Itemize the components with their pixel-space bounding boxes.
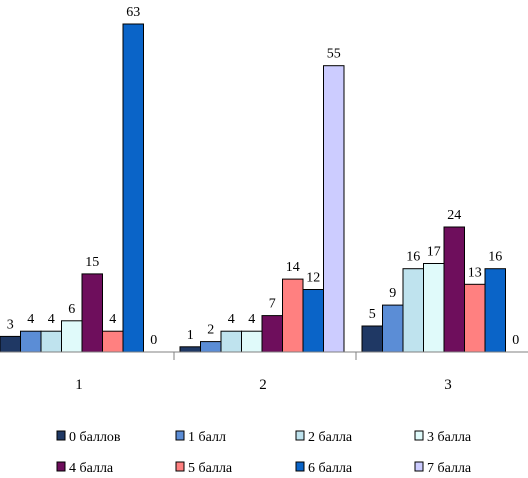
bar-series-3-cat-2 (241, 330, 263, 353)
data-label-series-6-cat-3: 16 (488, 250, 502, 265)
bar-series-4-cat-3 (443, 226, 465, 353)
data-label-series-5-cat-3: 13 (468, 265, 482, 280)
bar-series-4-cat-1 (81, 273, 103, 353)
x-axis-tick-labels: 1 2 3 (75, 377, 452, 393)
bar-series-6-cat-2 (302, 289, 324, 353)
legend-label-1: 1 балл (188, 430, 226, 445)
data-label-series-3-cat-2: 4 (248, 312, 255, 327)
bar-series-5-cat-2 (282, 278, 304, 353)
bar-series-2-cat-1 (40, 330, 62, 353)
data-label-series-7-cat-3: 0 (512, 333, 519, 348)
data-label-series-4-cat-2: 7 (269, 297, 276, 312)
bar-series-6-cat-1 (122, 23, 144, 353)
bar-series-4-cat-2 (261, 315, 283, 353)
legend-swatch-1 (175, 430, 185, 441)
data-label-series-4-cat-1: 15 (85, 255, 99, 270)
bar-series-2-cat-3 (402, 268, 424, 353)
legend-swatch-3 (414, 430, 424, 441)
bar-series-0-cat-1 (0, 335, 21, 353)
bar-series-1-cat-3 (382, 304, 404, 353)
legend-swatch-2 (295, 430, 305, 441)
bar-series-3-cat-3 (423, 263, 445, 353)
data-label-series-0-cat-3: 5 (369, 307, 376, 322)
data-label-series-2-cat-3: 16 (406, 250, 420, 265)
data-label-series-4-cat-3: 24 (447, 208, 461, 223)
legend: 0 баллов 1 балл 2 балла 3 балла 4 балла 5 бал… (56, 430, 472, 476)
data-label-series-6-cat-1: 63 (126, 5, 140, 20)
legend-label-4: 4 балла (69, 461, 114, 476)
data-label-series-7-cat-1: 0 (150, 333, 157, 348)
bar-series-0-cat-2 (179, 346, 201, 353)
x-tick-label-1: 1 (75, 377, 83, 393)
data-label-series-6-cat-2: 12 (306, 271, 320, 286)
data-label-series-1-cat-2: 2 (207, 323, 214, 338)
legend-swatch-7 (414, 461, 424, 472)
legend-swatch-4 (56, 461, 66, 472)
legend-label-3: 3 балла (427, 430, 472, 445)
bars-layer (0, 23, 506, 353)
bar-series-5-cat-3 (464, 283, 486, 353)
data-label-series-0-cat-2: 1 (187, 328, 194, 343)
data-label-series-2-cat-2: 4 (228, 312, 235, 327)
data-label-series-3-cat-3: 17 (427, 245, 441, 260)
bar-series-5-cat-1 (102, 330, 124, 353)
data-label-series-1-cat-3: 9 (389, 286, 396, 301)
data-label-series-2-cat-1: 4 (48, 312, 55, 327)
legend-label-2: 2 балла (308, 430, 353, 445)
x-tick-label-3: 3 (444, 377, 452, 393)
bar-series-6-cat-3 (484, 268, 506, 353)
data-label-series-5-cat-1: 4 (109, 312, 116, 327)
data-label-series-0-cat-1: 3 (7, 317, 14, 332)
legend-swatch-0 (56, 430, 66, 441)
bar-series-2-cat-2 (220, 330, 242, 353)
x-tick-label-2: 2 (259, 377, 267, 393)
legend-label-0: 0 баллов (69, 430, 121, 445)
bar-series-3-cat-1 (61, 320, 83, 353)
bar-series-1-cat-1 (20, 330, 42, 353)
bar-series-1-cat-2 (200, 341, 222, 353)
bar-series-0-cat-3 (361, 325, 383, 353)
x-axis-ticks (173, 352, 357, 360)
data-label-series-3-cat-1: 6 (68, 302, 75, 317)
data-label-series-1-cat-1: 4 (27, 312, 34, 327)
legend-swatch-6 (295, 461, 305, 472)
bar-series-7-cat-2 (323, 65, 345, 353)
legend-swatch-5 (175, 461, 185, 472)
data-label-series-7-cat-2: 55 (327, 47, 341, 62)
legend-label-6: 6 балла (308, 461, 353, 476)
data-label-series-5-cat-2: 14 (286, 260, 300, 275)
legend-label-5: 5 балла (188, 461, 233, 476)
legend-label-7: 7 балла (427, 461, 472, 476)
